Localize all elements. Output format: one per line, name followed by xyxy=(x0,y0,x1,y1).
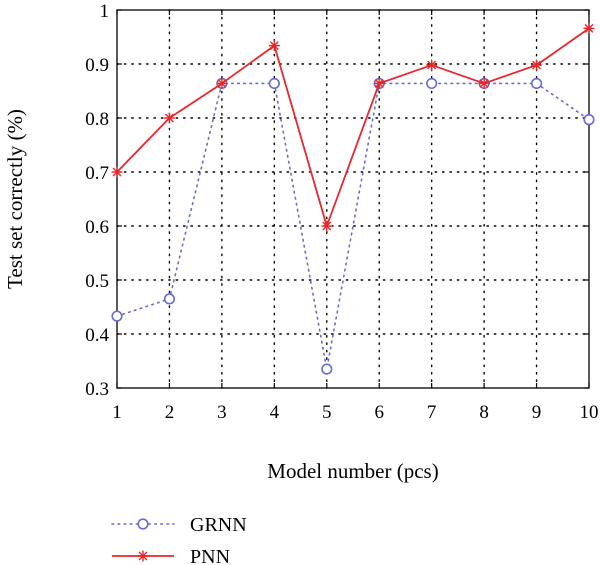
asterisk-stroke xyxy=(112,167,122,177)
asterisk-stroke xyxy=(427,60,437,70)
data-point-pnn xyxy=(426,59,438,71)
y-tick-label: 0.3 xyxy=(85,379,109,400)
legend-marker-pnn xyxy=(137,550,149,562)
asterisk-stroke xyxy=(217,78,227,88)
legend-item-grnn: GRNN xyxy=(111,514,247,536)
y-tick-label: 0.4 xyxy=(85,325,109,346)
y-axis-label: Test set correctly (%) xyxy=(3,109,27,289)
series-line-pnn xyxy=(116,27,590,227)
y-tick-label: 1 xyxy=(100,1,110,22)
plot-frame xyxy=(116,9,590,389)
legend: GRNN PNN xyxy=(111,514,247,565)
series-pnn xyxy=(111,22,595,232)
x-tick-label: 3 xyxy=(217,402,227,423)
data-point-pnn xyxy=(478,77,490,89)
data-point-grnn xyxy=(426,77,438,90)
data-point-grnn xyxy=(530,77,543,90)
x-tick-label: 10 xyxy=(580,402,599,423)
x-tick-label: 5 xyxy=(322,402,332,423)
x-tick-label: 6 xyxy=(374,402,384,423)
legend-label-grnn: GRNN xyxy=(190,514,247,536)
data-point-pnn xyxy=(583,22,595,34)
data-point-grnn xyxy=(583,114,595,126)
data-point-pnn xyxy=(373,77,385,89)
x-tick-label: 2 xyxy=(165,402,175,423)
axis-ticks: 1 2 3 4 5 6 7 8 9 10 0.3 0.4 0.5 0.6 0.7 0.8 0.9 1 xyxy=(85,1,598,423)
legend-item-pnn: PNN xyxy=(112,546,230,565)
asterisk-stroke xyxy=(532,60,542,70)
data-point-pnn xyxy=(321,220,333,232)
data-point-grnn xyxy=(321,363,333,375)
asterisk-stroke xyxy=(164,113,174,123)
legend-marker-grnn xyxy=(137,518,149,530)
data-point-pnn xyxy=(163,112,175,124)
data-point-pnn xyxy=(216,77,228,89)
x-tick-label: 4 xyxy=(270,402,280,423)
data-point-pnn xyxy=(268,40,280,52)
x-axis-label: Model number (pcs) xyxy=(267,459,438,483)
asterisk-stroke xyxy=(138,551,148,561)
data-point-pnn xyxy=(531,59,543,71)
series-layer xyxy=(111,22,595,375)
y-tick-label: 0.8 xyxy=(85,109,109,130)
legend-label-pnn: PNN xyxy=(190,546,230,565)
x-tick-label: 8 xyxy=(479,402,489,423)
asterisk-stroke xyxy=(584,23,594,33)
y-tick-label: 0.7 xyxy=(85,163,109,184)
data-point-grnn xyxy=(268,77,280,90)
data-point-grnn xyxy=(111,310,123,322)
y-tick-label: 0.6 xyxy=(85,217,109,238)
y-tick-label: 0.9 xyxy=(85,55,109,76)
y-tick-label: 0.5 xyxy=(85,271,109,292)
series-line-grnn xyxy=(116,82,590,370)
asterisk-stroke xyxy=(479,78,489,88)
x-tick-label: 7 xyxy=(427,402,437,423)
data-point-grnn xyxy=(163,293,176,305)
x-tick-label: 1 xyxy=(112,402,122,423)
grid-lines xyxy=(116,9,590,389)
asterisk-stroke xyxy=(374,78,384,88)
asterisk-stroke xyxy=(269,41,279,51)
asterisk-stroke xyxy=(322,221,332,231)
data-point-pnn xyxy=(111,166,123,178)
x-tick-label: 9 xyxy=(532,402,542,423)
